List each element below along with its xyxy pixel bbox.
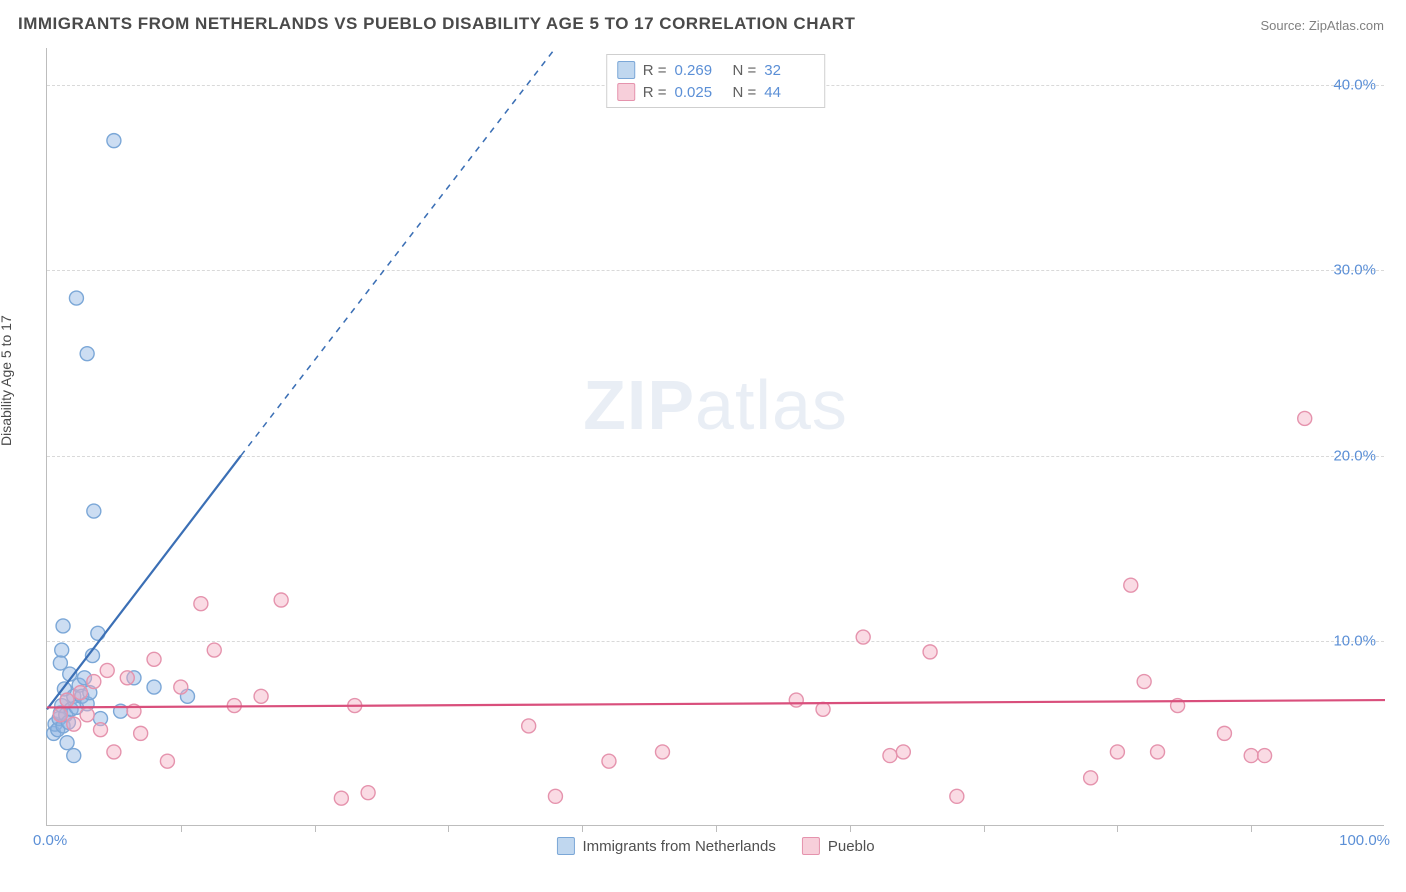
data-point-pueblo xyxy=(1217,726,1231,740)
chart-svg-overlay xyxy=(47,48,1384,825)
data-point-netherlands xyxy=(80,347,94,361)
data-point-pueblo xyxy=(147,652,161,666)
data-point-pueblo xyxy=(602,754,616,768)
data-point-pueblo xyxy=(548,789,562,803)
x-tick xyxy=(984,825,985,832)
x-tick xyxy=(582,825,583,832)
legend-r-label: R = xyxy=(643,84,667,101)
data-point-netherlands xyxy=(147,680,161,694)
data-point-pueblo xyxy=(87,675,101,689)
legend-swatch-netherlands xyxy=(617,61,635,79)
data-point-pueblo xyxy=(1151,745,1165,759)
legend-n-label: N = xyxy=(733,62,757,79)
data-point-pueblo xyxy=(1244,749,1258,763)
legend-n-value: 44 xyxy=(764,84,814,101)
data-point-pueblo xyxy=(1137,675,1151,689)
data-point-netherlands xyxy=(60,736,74,750)
data-point-pueblo xyxy=(1084,771,1098,785)
data-point-pueblo xyxy=(1258,749,1272,763)
x-tick xyxy=(448,825,449,832)
chart-title: IMMIGRANTS FROM NETHERLANDS VS PUEBLO DI… xyxy=(18,14,855,34)
data-point-pueblo xyxy=(67,717,81,731)
x-tick xyxy=(1117,825,1118,832)
data-point-pueblo xyxy=(174,680,188,694)
data-point-pueblo xyxy=(856,630,870,644)
data-point-pueblo xyxy=(100,663,114,677)
data-point-pueblo xyxy=(254,689,268,703)
source-prefix: Source: xyxy=(1260,18,1308,33)
data-point-pueblo xyxy=(334,791,348,805)
data-point-pueblo xyxy=(134,726,148,740)
legend-row-pueblo: R = 0.025 N = 44 xyxy=(617,81,815,103)
data-point-pueblo xyxy=(361,786,375,800)
data-point-netherlands xyxy=(69,291,83,305)
trendline-dashed-netherlands xyxy=(241,48,555,456)
x-tick xyxy=(716,825,717,832)
data-point-pueblo xyxy=(53,708,67,722)
data-point-netherlands xyxy=(107,134,121,148)
data-point-pueblo xyxy=(816,702,830,716)
data-point-pueblo xyxy=(274,593,288,607)
data-point-pueblo xyxy=(80,708,94,722)
data-point-netherlands xyxy=(91,626,105,640)
legend-r-value: 0.269 xyxy=(675,62,725,79)
data-point-pueblo xyxy=(207,643,221,657)
data-point-pueblo xyxy=(1124,578,1138,592)
data-point-pueblo xyxy=(923,645,937,659)
data-point-netherlands xyxy=(53,656,67,670)
x-tick xyxy=(181,825,182,832)
data-point-pueblo xyxy=(950,789,964,803)
legend-n-value: 32 xyxy=(764,62,814,79)
x-tick xyxy=(315,825,316,832)
source-attribution: Source: ZipAtlas.com xyxy=(1260,18,1384,33)
data-point-pueblo xyxy=(789,693,803,707)
series-legend: Immigrants from Netherlands Pueblo xyxy=(556,837,874,855)
correlation-legend: R = 0.269 N = 32 R = 0.025 N = 44 xyxy=(606,54,826,108)
legend-item-netherlands: Immigrants from Netherlands xyxy=(556,837,775,855)
x-axis-min-label: 0.0% xyxy=(33,832,67,849)
data-point-pueblo xyxy=(107,745,121,759)
data-point-netherlands xyxy=(67,749,81,763)
data-point-pueblo xyxy=(1298,411,1312,425)
y-axis-label: Disability Age 5 to 17 xyxy=(0,315,14,446)
data-point-pueblo xyxy=(883,749,897,763)
legend-swatch-pueblo xyxy=(617,83,635,101)
trendline-netherlands xyxy=(47,456,241,710)
data-point-pueblo xyxy=(73,686,87,700)
data-point-netherlands xyxy=(87,504,101,518)
data-point-pueblo xyxy=(1110,745,1124,759)
legend-label-pueblo: Pueblo xyxy=(828,838,875,855)
legend-r-label: R = xyxy=(643,62,667,79)
data-point-pueblo xyxy=(896,745,910,759)
data-point-pueblo xyxy=(194,597,208,611)
data-point-pueblo xyxy=(60,693,74,707)
legend-swatch-netherlands xyxy=(556,837,574,855)
legend-swatch-pueblo xyxy=(802,837,820,855)
legend-label-netherlands: Immigrants from Netherlands xyxy=(582,838,775,855)
legend-row-netherlands: R = 0.269 N = 32 xyxy=(617,59,815,81)
data-point-netherlands xyxy=(55,643,69,657)
data-point-pueblo xyxy=(120,671,134,685)
chart-plot-area: ZIPatlas 10.0%20.0%30.0%40.0% 0.0% 100.0… xyxy=(46,48,1384,826)
legend-item-pueblo: Pueblo xyxy=(802,837,875,855)
data-point-pueblo xyxy=(655,745,669,759)
legend-r-value: 0.025 xyxy=(675,84,725,101)
data-point-pueblo xyxy=(94,723,108,737)
source-name: ZipAtlas.com xyxy=(1309,18,1384,33)
data-point-pueblo xyxy=(522,719,536,733)
data-point-pueblo xyxy=(160,754,174,768)
legend-n-label: N = xyxy=(733,84,757,101)
data-point-netherlands xyxy=(56,619,70,633)
x-tick xyxy=(1251,825,1252,832)
x-axis-max-label: 100.0% xyxy=(1339,832,1390,849)
x-tick xyxy=(850,825,851,832)
